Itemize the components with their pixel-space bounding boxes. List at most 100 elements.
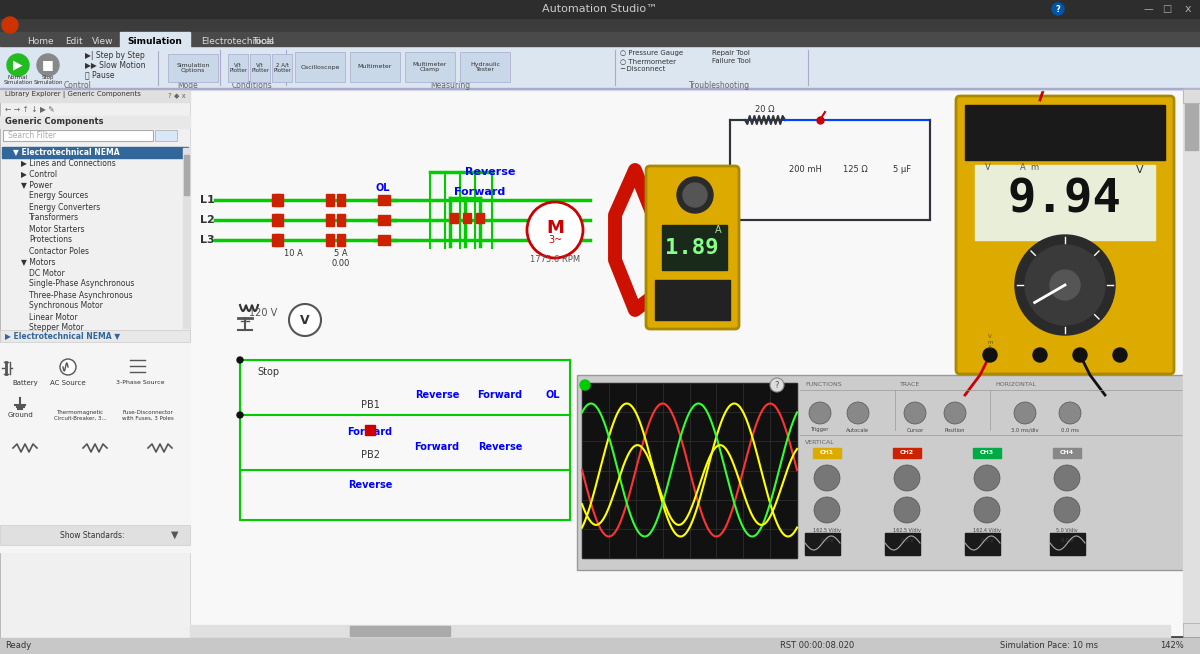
Bar bbox=[662, 225, 727, 270]
Text: Motor Starters: Motor Starters bbox=[29, 224, 84, 233]
Text: 10 A: 10 A bbox=[283, 249, 302, 258]
Text: PB1: PB1 bbox=[360, 400, 379, 410]
Circle shape bbox=[1015, 235, 1115, 335]
Text: Ground: Ground bbox=[7, 412, 32, 418]
Bar bbox=[272, 234, 277, 246]
Circle shape bbox=[1073, 348, 1087, 362]
Bar bbox=[0, 32, 1200, 46]
Text: V: V bbox=[1136, 165, 1144, 175]
Circle shape bbox=[814, 497, 840, 523]
Text: Reverse: Reverse bbox=[348, 480, 392, 490]
Text: ? ◆ x: ? ◆ x bbox=[168, 92, 186, 98]
Text: 120 V: 120 V bbox=[248, 308, 277, 318]
Text: Protections: Protections bbox=[29, 235, 72, 245]
Circle shape bbox=[60, 359, 76, 375]
Bar bbox=[577, 375, 1187, 570]
Bar bbox=[326, 214, 334, 226]
Text: V
m
A: V m A bbox=[988, 334, 992, 351]
Text: Forward: Forward bbox=[348, 427, 392, 437]
Bar bbox=[730, 120, 930, 220]
Circle shape bbox=[7, 54, 29, 76]
Text: Measuring: Measuring bbox=[430, 80, 470, 90]
Circle shape bbox=[1050, 270, 1080, 300]
Text: ─ Disconnect: ─ Disconnect bbox=[620, 66, 665, 72]
Text: L1: L1 bbox=[200, 195, 215, 205]
Text: Conditions: Conditions bbox=[232, 80, 272, 90]
Text: 0.2 V: 0.2 V bbox=[901, 538, 913, 543]
Text: ▼ Electrotechnical NEMA: ▼ Electrotechnical NEMA bbox=[13, 148, 120, 156]
Text: Cursor: Cursor bbox=[906, 428, 924, 432]
Bar bbox=[337, 194, 346, 206]
Bar bbox=[184, 155, 190, 195]
Bar bbox=[1183, 89, 1200, 626]
Circle shape bbox=[527, 202, 583, 258]
Bar bbox=[2, 147, 188, 158]
Bar bbox=[275, 234, 280, 246]
Circle shape bbox=[1033, 348, 1046, 362]
Bar bbox=[805, 533, 840, 555]
Text: ▶ Electrotechnical NEMA ▼: ▶ Electrotechnical NEMA ▼ bbox=[5, 332, 120, 341]
Text: ▼: ▼ bbox=[172, 530, 179, 540]
Text: ▶: ▶ bbox=[13, 58, 23, 71]
Text: A: A bbox=[715, 225, 721, 235]
Text: 0.0 ms: 0.0 ms bbox=[1061, 428, 1079, 432]
Text: Mode: Mode bbox=[178, 80, 198, 90]
Text: 162.5 V/div: 162.5 V/div bbox=[814, 528, 841, 532]
Circle shape bbox=[37, 54, 59, 76]
Text: x: x bbox=[1184, 4, 1192, 14]
Text: Energy Converters: Energy Converters bbox=[29, 203, 101, 211]
Text: Generic Components: Generic Components bbox=[5, 118, 103, 126]
Text: Single-Phase Asynchronous: Single-Phase Asynchronous bbox=[29, 279, 134, 288]
Text: 125 Ω: 125 Ω bbox=[842, 165, 868, 175]
Bar bbox=[182, 148, 190, 328]
Bar bbox=[0, 89, 190, 643]
Bar bbox=[582, 383, 797, 558]
Text: ⏸ Pause: ⏸ Pause bbox=[85, 71, 114, 80]
Circle shape bbox=[289, 304, 322, 336]
Text: 5.0 V/div: 5.0 V/div bbox=[1056, 528, 1078, 532]
Bar bbox=[350, 626, 450, 636]
Bar bbox=[337, 234, 346, 246]
Text: 3.0 ms/div: 3.0 ms/div bbox=[1012, 428, 1039, 432]
Text: 3~: 3~ bbox=[548, 235, 562, 245]
Text: Simulation: Simulation bbox=[127, 37, 182, 46]
Text: Edit: Edit bbox=[66, 37, 83, 46]
Text: 0.0 V: 0.0 V bbox=[821, 538, 833, 543]
Text: 5 A: 5 A bbox=[334, 249, 348, 258]
Text: 200 mH: 200 mH bbox=[788, 165, 822, 175]
Text: VERTICAL: VERTICAL bbox=[805, 439, 835, 445]
Bar bbox=[476, 213, 484, 223]
Bar bbox=[974, 165, 1154, 240]
Bar bbox=[2, 130, 154, 141]
Bar bbox=[250, 54, 270, 82]
Text: L3: L3 bbox=[200, 235, 215, 245]
Text: 9.94: 9.94 bbox=[1008, 177, 1122, 222]
Bar bbox=[814, 448, 841, 458]
Circle shape bbox=[1060, 402, 1081, 424]
Bar bbox=[965, 533, 1000, 555]
Bar bbox=[365, 425, 374, 435]
Text: Reverse: Reverse bbox=[464, 167, 515, 177]
Text: Reverse: Reverse bbox=[415, 390, 460, 400]
Bar bbox=[1186, 100, 1198, 150]
Text: Stop: Stop bbox=[257, 367, 280, 377]
Circle shape bbox=[847, 402, 869, 424]
Circle shape bbox=[683, 183, 707, 207]
Bar bbox=[168, 54, 218, 82]
Text: Battery: Battery bbox=[12, 380, 38, 386]
Text: ?: ? bbox=[1056, 5, 1061, 14]
Text: ○ Thermometer: ○ Thermometer bbox=[620, 58, 676, 64]
Text: V: V bbox=[300, 313, 310, 326]
Bar bbox=[295, 52, 346, 82]
Text: □: □ bbox=[1163, 4, 1171, 14]
Bar bbox=[278, 214, 283, 226]
Text: OL: OL bbox=[546, 390, 560, 400]
Text: Show Standards:: Show Standards: bbox=[60, 530, 125, 540]
Bar bbox=[190, 625, 1170, 637]
Text: Ready: Ready bbox=[5, 642, 31, 651]
Text: ▶ Lines and Connections: ▶ Lines and Connections bbox=[22, 158, 115, 167]
Circle shape bbox=[238, 357, 242, 363]
Circle shape bbox=[238, 412, 242, 418]
Text: M: M bbox=[546, 219, 564, 237]
Text: Three-Phase Asynchronous: Three-Phase Asynchronous bbox=[29, 290, 133, 300]
